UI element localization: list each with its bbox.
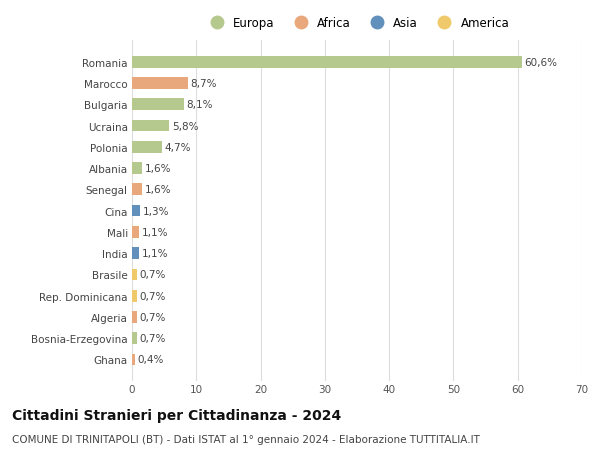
Bar [132, 248, 139, 259]
Text: 1,1%: 1,1% [142, 249, 168, 258]
Bar [132, 78, 188, 90]
Bar [132, 227, 139, 238]
Text: COMUNE DI TRINITAPOLI (BT) - Dati ISTAT al 1° gennaio 2024 - Elaborazione TUTTIT: COMUNE DI TRINITAPOLI (BT) - Dati ISTAT … [12, 434, 480, 444]
Text: 1,6%: 1,6% [145, 164, 172, 174]
Text: 0,7%: 0,7% [139, 312, 166, 322]
Bar [132, 333, 137, 344]
Text: 1,3%: 1,3% [143, 206, 169, 216]
Bar [132, 269, 137, 280]
Text: 60,6%: 60,6% [524, 57, 557, 67]
Bar [132, 99, 184, 111]
Text: 1,6%: 1,6% [145, 185, 172, 195]
Bar [132, 354, 134, 365]
Text: 1,1%: 1,1% [142, 227, 168, 237]
Bar [132, 142, 162, 153]
Text: Cittadini Stranieri per Cittadinanza - 2024: Cittadini Stranieri per Cittadinanza - 2… [12, 409, 341, 422]
Bar [132, 205, 140, 217]
Bar [132, 57, 521, 68]
Text: 4,7%: 4,7% [165, 142, 191, 152]
Text: 8,1%: 8,1% [187, 100, 213, 110]
Bar [132, 290, 137, 302]
Bar [132, 184, 142, 196]
Text: 0,7%: 0,7% [139, 291, 166, 301]
Text: 5,8%: 5,8% [172, 121, 199, 131]
Legend: Europa, Africa, Asia, America: Europa, Africa, Asia, America [201, 13, 513, 33]
Text: 8,7%: 8,7% [191, 79, 217, 89]
Bar [132, 120, 169, 132]
Bar [132, 163, 142, 174]
Text: 0,7%: 0,7% [139, 334, 166, 343]
Bar [132, 311, 137, 323]
Text: 0,7%: 0,7% [139, 270, 166, 280]
Text: 0,4%: 0,4% [137, 355, 164, 365]
